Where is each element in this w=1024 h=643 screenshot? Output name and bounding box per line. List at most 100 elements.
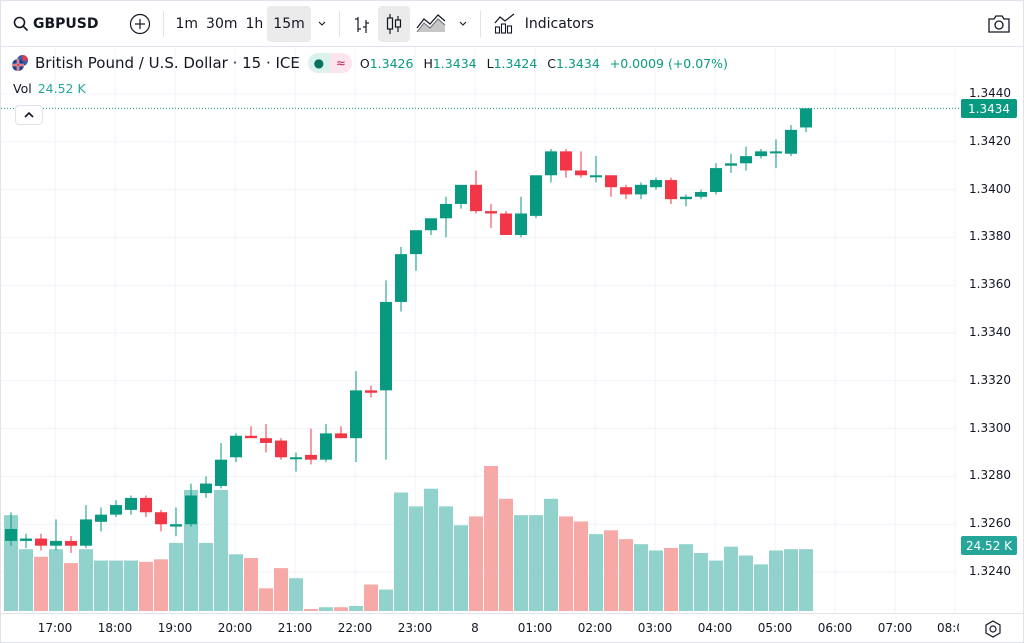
candle-body	[455, 184, 467, 204]
volume-bar	[634, 544, 648, 611]
candle-body	[500, 213, 512, 236]
series-title[interactable]: British Pound / U.S. Dollar · 15 · ICE	[35, 54, 300, 72]
bar-style-button[interactable]	[346, 6, 378, 42]
volume-bar	[439, 506, 453, 611]
close-value: 1.3434	[556, 55, 600, 71]
chart-style-dropdown[interactable]	[452, 6, 474, 42]
candle-body	[170, 524, 182, 527]
candle-body	[755, 151, 767, 157]
time-axis-settings-button[interactable]	[983, 619, 1003, 639]
volume-bar	[544, 498, 558, 611]
area-style-button[interactable]	[410, 6, 452, 42]
volume-bar	[169, 542, 183, 611]
candle-body	[335, 433, 347, 439]
time-tick-label: 20:00	[217, 621, 253, 635]
time-tick-label: 05:00	[757, 621, 793, 635]
candle-body	[110, 505, 122, 515]
price-tick-label: 1.3400	[969, 181, 1011, 196]
time-tick-label: 07:00	[877, 621, 913, 635]
interval-15m[interactable]: 15m	[267, 5, 311, 42]
gbp-usd-flag-icon	[12, 55, 28, 71]
interval-dropdown[interactable]	[311, 6, 333, 42]
open-value: 1.3426	[369, 55, 414, 71]
candle-body	[230, 435, 242, 458]
price-tick-label: 1.3360	[969, 277, 1011, 292]
price-tick-label: 1.3240	[969, 564, 1011, 578]
snapshot-button[interactable]	[981, 6, 1017, 42]
price-tick-label: 1.3300	[969, 420, 1011, 435]
candle-body	[380, 301, 392, 391]
volume-bar	[274, 568, 288, 611]
interval-1h[interactable]: 1h	[240, 6, 270, 42]
volume-bar	[94, 560, 108, 611]
delayed-data-status: ≈	[329, 53, 352, 73]
volume-legend: Vol 24.52 K	[13, 81, 86, 96]
candle-body	[800, 108, 812, 128]
volume-bar	[649, 550, 663, 611]
candle-body	[680, 196, 692, 200]
candle-body	[200, 483, 212, 494]
volume-bar	[79, 549, 93, 611]
candle-body	[485, 211, 497, 214]
time-tick-label: 8	[471, 621, 479, 635]
volume-bar	[604, 530, 618, 611]
series-legend: British Pound / U.S. Dollar · 15 · ICE ●…	[11, 53, 734, 73]
time-tick-label: 17:00	[37, 621, 73, 635]
candle-body	[80, 519, 92, 546]
candle-body	[545, 151, 557, 176]
last-volume-label: 24.52 K	[961, 536, 1017, 555]
candle-body	[395, 254, 407, 302]
volume-bar	[259, 588, 273, 611]
add-symbol-icon	[129, 13, 150, 34]
symbol-search-button[interactable]: GBPUSD	[7, 6, 105, 42]
status-pill[interactable]: ● ≈	[307, 53, 352, 73]
volume-bar	[109, 560, 123, 611]
price-tick-label: 1.3340	[969, 325, 1011, 339]
volume-bar	[754, 564, 768, 611]
candle-body	[515, 213, 527, 236]
candle-body	[530, 175, 542, 216]
collapse-legend-button[interactable]	[15, 105, 43, 125]
candle-body	[290, 457, 302, 460]
compare-symbol-button[interactable]	[123, 6, 157, 42]
time-tick-label: 22:00	[337, 621, 373, 635]
candle-body	[125, 497, 137, 510]
candle-body	[740, 156, 752, 164]
interval-label: 15m	[273, 15, 305, 32]
interval-30m[interactable]: 30m	[200, 6, 243, 42]
candle-body	[155, 512, 167, 525]
ohlc-values: O1.3426 H1.3434 L1.3424 C1.3434 +0.0009 …	[360, 56, 734, 71]
interval-label: 1h	[245, 15, 264, 32]
candle-body	[275, 440, 287, 458]
candle-body	[410, 230, 422, 255]
volume-bar	[784, 549, 798, 611]
indicators-button[interactable]: Indicators	[487, 6, 600, 42]
toolbar-divider	[479, 10, 481, 37]
time-axis[interactable]: 17:00 18:00 19:00 20:00 21:00 22:00 23:00 8 01:0…	[1, 613, 1023, 643]
volume-bar	[304, 608, 318, 611]
interval-label: 1m	[175, 15, 199, 32]
volume-bar	[724, 546, 738, 611]
volume-bar	[739, 555, 753, 611]
candle-body	[725, 163, 737, 166]
interval-1m[interactable]: 1m	[170, 6, 205, 42]
change-value: +0.0009 (+0.07%)	[609, 55, 728, 71]
high-value: 1.3434	[432, 55, 477, 71]
candle-body	[590, 175, 602, 178]
candle-body	[215, 459, 227, 486]
candle-style-button[interactable]	[377, 5, 410, 42]
volume-label[interactable]: Vol	[13, 81, 32, 96]
candle-body	[440, 203, 452, 219]
symbol-name: GBPUSD	[33, 15, 99, 32]
volume-bar	[484, 466, 498, 611]
candle-body	[650, 180, 662, 188]
settings-icon	[985, 620, 1001, 638]
volume-bar	[289, 578, 303, 611]
candle-body	[305, 454, 317, 460]
volume-bar	[199, 542, 213, 611]
indicators-label: Indicators	[524, 15, 594, 32]
candle-body	[65, 540, 77, 546]
volume-bar	[679, 544, 693, 611]
